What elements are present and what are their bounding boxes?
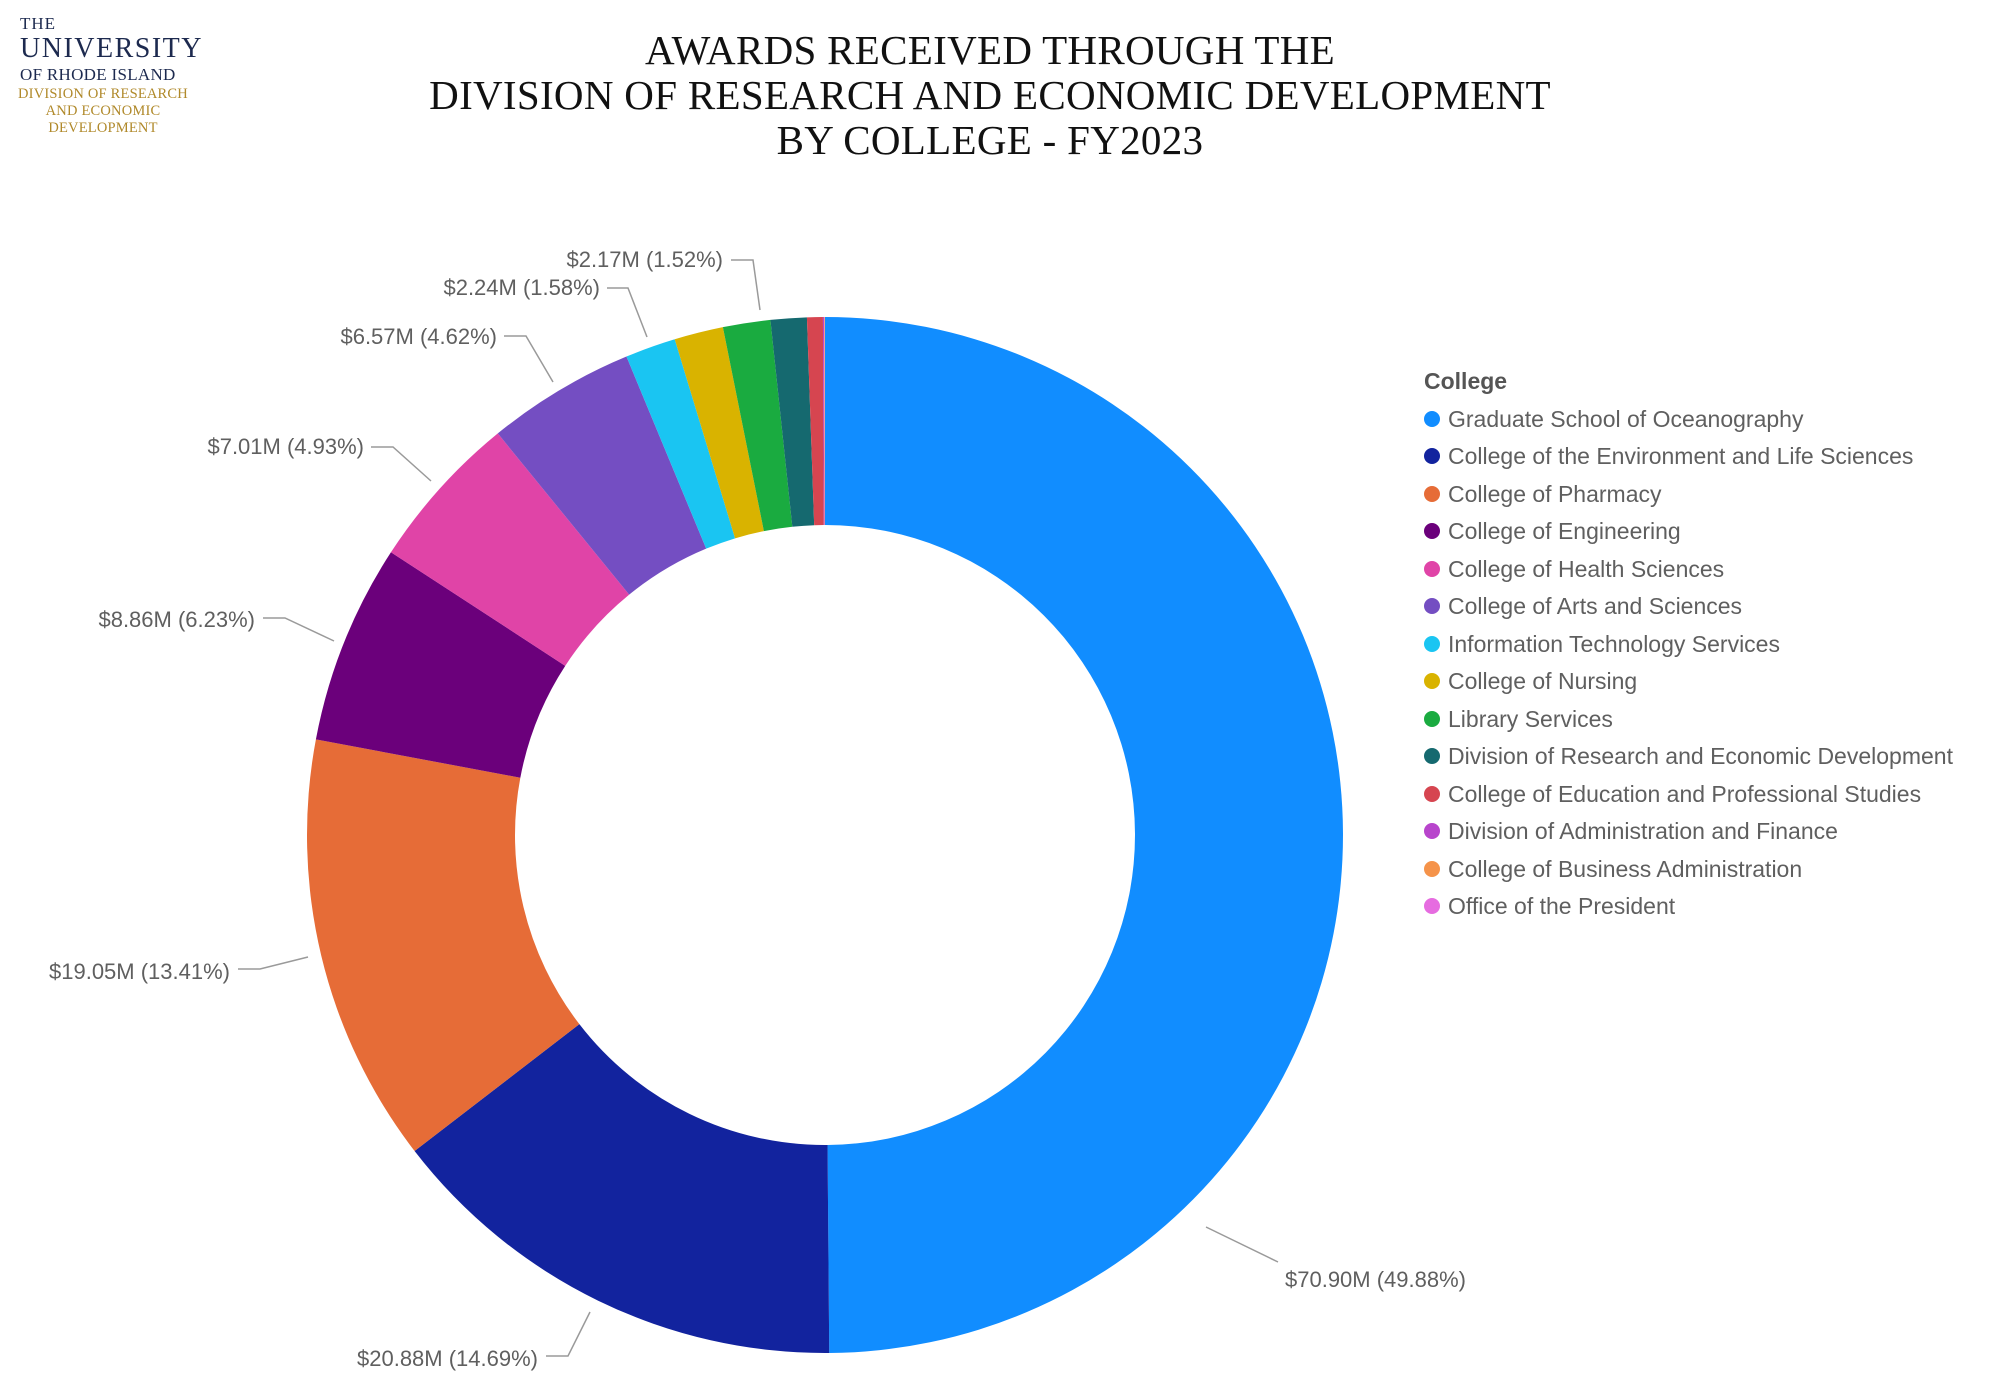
logo-line-division: DIVISION OF RESEARCH <box>18 86 188 102</box>
legend-label: Information Technology Services <box>1448 630 1780 657</box>
legend-item-college-of-health-sciences[interactable]: College of Health Sciences <box>1424 546 1953 592</box>
data-label-information-technology-services: $2.24M (1.58%) <box>443 275 600 300</box>
legend-swatch <box>1424 560 1440 577</box>
leader-line-college-of-the-environment-and-life-sciences <box>546 1311 591 1357</box>
legend-swatch <box>1424 485 1440 502</box>
university-logo: THE UNIVERSITY OF RHODE ISLAND DIVISION … <box>8 14 203 137</box>
legend-swatch <box>1424 448 1440 465</box>
leader-line-college-of-engineering <box>263 617 335 642</box>
legend-item-college-of-business-administration[interactable]: College of Business Administration <box>1424 846 1953 892</box>
legend-item-college-of-engineering[interactable]: College of Engineering <box>1424 509 1953 555</box>
data-label-college-of-arts-and-sciences: $6.57M (4.62%) <box>340 324 497 349</box>
slice-graduate-school-of-oceanography <box>825 317 1343 1353</box>
legend-item-college-of-the-environment-and-life-sciences[interactable]: College of the Environment and Life Scie… <box>1424 434 1953 480</box>
chart-legend: College Graduate School of Oceanography C… <box>1424 366 1953 929</box>
slice-division-of-research-and-economic-development <box>770 317 815 527</box>
legend-item-information-technology-services[interactable]: Information Technology Services <box>1424 621 1953 667</box>
legend-label: Division of Research and Economic Develo… <box>1448 743 1953 770</box>
leader-line-college-of-nursing <box>731 259 761 311</box>
slice-division-of-administration-and-finance <box>822 317 825 526</box>
slice-college-of-the-environment-and-life-sciences <box>414 1024 830 1353</box>
logo-line-university: UNIVERSITY <box>20 33 203 64</box>
legend-label: Graduate School of Oceanography <box>1448 405 1804 432</box>
legend-item-library-services[interactable]: Library Services <box>1424 696 1953 742</box>
legend-label: College of Engineering <box>1448 518 1681 545</box>
legend-item-college-of-pharmacy[interactable]: College of Pharmacy <box>1424 471 1953 517</box>
chart-title-line-2: DIVISION OF RESEARCH AND ECONOMIC DEVELO… <box>429 72 1551 118</box>
legend-swatch <box>1424 860 1440 877</box>
data-label-college-of-nursing: $2.17M (1.52%) <box>566 247 723 272</box>
data-label-college-of-pharmacy: $19.05M (13.41%) <box>49 959 230 984</box>
slice-college-of-engineering <box>315 552 566 778</box>
data-label-college-of-health-sciences: $7.01M (4.93%) <box>207 434 364 459</box>
legend-label: College of Pharmacy <box>1448 480 1662 507</box>
legend-label: College of the Environment and Life Scie… <box>1448 443 1914 470</box>
data-label-graduate-school-of-oceanography: $70.90M (49.88%) <box>1285 1267 1466 1292</box>
legend-swatch <box>1424 823 1440 840</box>
leader-line-college-of-health-sciences <box>371 446 432 482</box>
leader-line-college-of-arts-and-sciences <box>504 335 554 383</box>
legend-item-division-of-administration-and-finance[interactable]: Division of Administration and Finance <box>1424 809 1953 855</box>
legend-swatch <box>1424 598 1440 615</box>
legend-swatch <box>1424 410 1440 427</box>
legend-title: College <box>1424 368 1508 394</box>
legend-swatch <box>1424 748 1440 765</box>
legend-item-division-of-research-and-economic-development[interactable]: Division of Research and Economic Develo… <box>1424 734 1953 780</box>
legend-label: College of Education and Professional St… <box>1448 780 1922 807</box>
slice-college-of-business-administration <box>824 317 825 526</box>
legend-label: College of Health Sciences <box>1448 555 1725 582</box>
legend-label: College of Business Administration <box>1448 855 1803 882</box>
chart-title-line-3: BY COLLEGE - FY2023 <box>776 117 1204 163</box>
legend-label: Office of the President <box>1448 893 1676 920</box>
slice-college-of-health-sciences <box>390 433 630 666</box>
legend-label: Library Services <box>1448 705 1613 732</box>
logo-line-development: DEVELOPMENT <box>48 120 158 136</box>
slice-college-of-arts-and-sciences <box>497 356 707 595</box>
legend-label: College of Nursing <box>1448 668 1638 695</box>
chart-title: AWARDS RECEIVED THROUGH THE DIVISION OF … <box>380 28 1600 163</box>
logo-line-the: THE <box>20 14 57 33</box>
chart-title-line-1: AWARDS RECEIVED THROUGH THE <box>644 27 1336 73</box>
data-label-college-of-the-environment-and-life-sciences: $20.88M (14.69%) <box>357 1346 538 1371</box>
slice-college-of-education-and-professional-studies <box>806 317 824 526</box>
legend-swatch <box>1424 710 1440 727</box>
legend-label: Division of Administration and Finance <box>1448 818 1838 845</box>
legend-swatch <box>1424 673 1440 690</box>
leader-line-information-technology-services <box>607 287 648 338</box>
legend-item-graduate-school-of-oceanography[interactable]: Graduate School of Oceanography <box>1424 396 1953 442</box>
legend-item-college-of-education-and-professional-studies[interactable]: College of Education and Professional St… <box>1424 771 1953 817</box>
legend-label: College of Arts and Sciences <box>1448 593 1743 620</box>
legend-item-college-of-arts-and-sciences[interactable]: College of Arts and Sciences <box>1424 584 1953 630</box>
leader-line-graduate-school-of-oceanography <box>1205 1226 1279 1263</box>
logo-line-rhode-island: OF RHODE ISLAND <box>20 65 176 84</box>
slice-college-of-pharmacy <box>307 739 580 1152</box>
leader-line-college-of-pharmacy <box>238 956 309 970</box>
data-label-college-of-engineering: $8.86M (6.23%) <box>98 607 255 632</box>
logo-line-economic: AND ECONOMIC <box>45 103 161 119</box>
slice-information-technology-services <box>626 339 736 549</box>
legend-list: Graduate School of Oceanography College o… <box>1424 396 1953 929</box>
donut-slices <box>307 317 1343 1353</box>
slice-library-services <box>722 319 793 532</box>
legend-item-college-of-nursing[interactable]: College of Nursing <box>1424 659 1953 705</box>
legend-swatch <box>1424 785 1440 802</box>
legend-item-office-of-the-president[interactable]: Office of the President <box>1424 884 1953 930</box>
slice-college-of-nursing <box>674 327 764 539</box>
legend-swatch <box>1424 898 1440 915</box>
legend-swatch <box>1424 523 1440 540</box>
data-labels: $70.90M (49.88%) $20.88M (14.69%) $19.05M … <box>49 247 1466 1371</box>
legend-swatch <box>1424 635 1440 652</box>
